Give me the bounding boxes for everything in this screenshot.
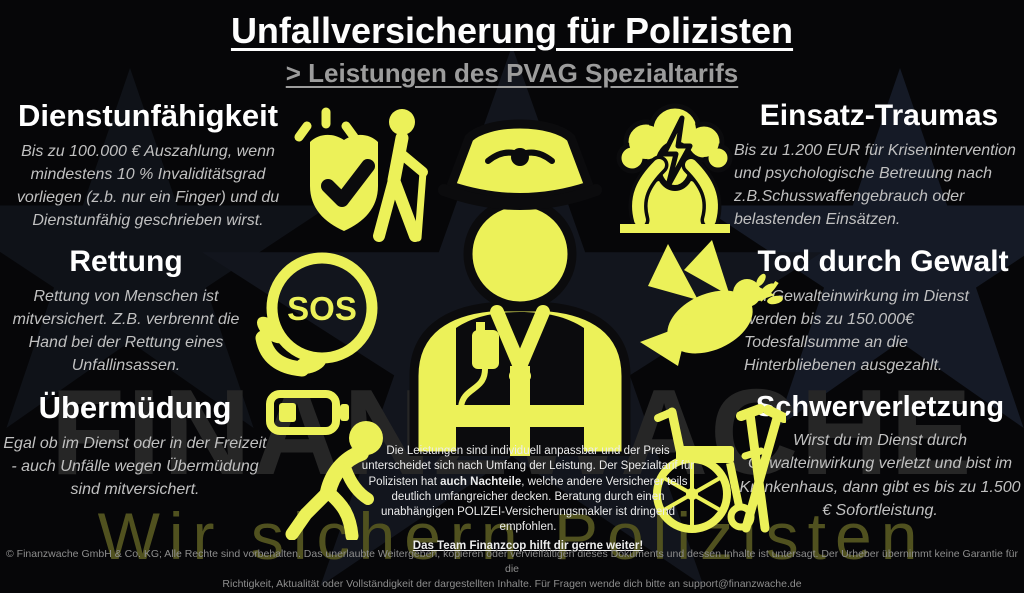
section-body: Bis zu 100.000 € Auszahlung, wenn mindes… xyxy=(16,142,280,229)
section-title: Einsatz-Traumas xyxy=(759,99,999,132)
wheelchair-crutches-icon xyxy=(644,400,789,543)
section-rettung: Rettung Rettung von Menschen ist mitvers… xyxy=(0,246,252,377)
shield-check-cane-person-icon xyxy=(282,106,442,247)
disclaimer-part1: Die Leistungen sind individuell anpassba… xyxy=(361,445,695,488)
footer-line-2: Richtigkeit, Aktualität oder Vollständig… xyxy=(222,578,802,591)
police-officer-icon xyxy=(398,114,642,461)
section-title: Schwerverletzung xyxy=(755,391,1005,423)
disclaimer-text: Die Leistungen sind individuell anpassba… xyxy=(358,444,698,554)
sos-call-icon: SOS xyxy=(250,250,388,383)
section-title: Übermüdung xyxy=(38,390,232,425)
section-body: Bis zu 1.200 EUR für Krisenintervention … xyxy=(734,141,1016,228)
disclaimer-cta: Das Team Finanzcop hilft dir gerne weite… xyxy=(412,539,644,552)
dove-icon xyxy=(634,240,784,393)
section-body: Wirst du im Dienst durch Gewalteinwirkun… xyxy=(739,432,1021,519)
footer-line-1: © Finanzwache GmbH & Co. KG; Alle Rechte… xyxy=(6,548,1018,576)
page-subtitle: > Leistungen des PVAG Spezialtarifs xyxy=(285,58,739,88)
section-title: Rettung xyxy=(69,245,183,278)
section-tod-durch-gewalt: Tod durch Gewalt Bei Gewalteinwirkung im… xyxy=(744,246,1022,377)
section-dienstunfaehigkeit: Dienstunfähigkeit Bis zu 100.000 € Ausza… xyxy=(2,98,294,232)
section-body: Egal ob im Dienst oder in der Freizeit -… xyxy=(3,434,267,498)
disclaimer-part2: , welche andere Versicherer teils deutli… xyxy=(380,475,688,534)
watermark-slogan: Wir sichern Polizisten xyxy=(97,499,927,573)
section-title: Dienstunfähigkeit xyxy=(17,98,279,133)
section-title: Tod durch Gewalt xyxy=(757,245,1009,278)
disclaimer-block: Die Leistungen sind individuell anpassba… xyxy=(358,444,698,554)
section-uebermuedung: Übermüdung Egal ob im Dienst oder in der… xyxy=(0,390,270,501)
sos-label: SOS xyxy=(287,290,357,327)
page-title: Unfallversicherung für Polizisten xyxy=(230,10,794,51)
footer-legal: © Finanzwache GmbH & Co. KG; Alle Rechte… xyxy=(0,547,1024,593)
trauma-stress-head-icon xyxy=(612,102,738,239)
low-battery-tired-person-icon xyxy=(262,386,402,545)
section-schwerverletzung: Schwerverletzung Wirst du im Dienst durc… xyxy=(736,392,1024,522)
section-body: Bei Gewalteinwirkung im Dienst werden bi… xyxy=(744,287,969,374)
section-body: Rettung von Menschen ist mitversichert. … xyxy=(12,287,240,374)
section-einsatz-traumas: Einsatz-Traumas Bis zu 1.200 EUR für Kri… xyxy=(734,100,1024,231)
disclaimer-bold: auch Nachteile xyxy=(440,475,522,488)
